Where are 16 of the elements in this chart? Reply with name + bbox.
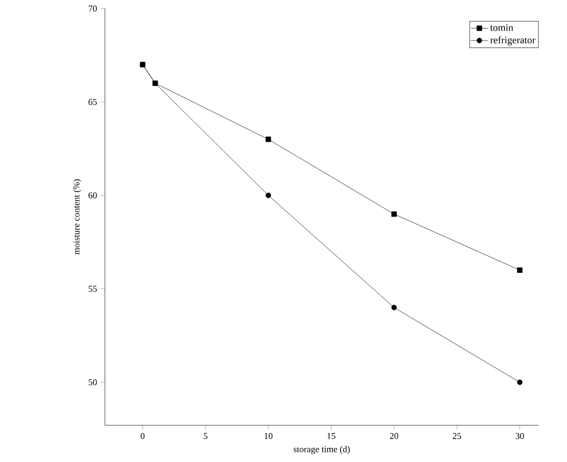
y-tick-label: 55 [88,286,97,292]
y-tick-label: 50 [88,379,97,386]
x-tick-label: 0 [140,432,145,440]
y-tick-label: 65 [88,98,97,105]
x-tick-label: 20 [390,432,398,440]
x-tick-label: 10 [264,432,272,440]
x-tick-label: 5 [204,432,208,439]
legend-label: refrigerator [490,36,536,46]
x-axis-title: storage time (d) [294,446,350,454]
legend-label: tomin [490,24,514,31]
y-tick-label: 70 [88,5,97,12]
x-tick-label: 30 [516,432,524,440]
x-tick-label: 25 [452,432,462,439]
y-axis-title: moisture content (%) [73,179,82,254]
y-tick-label: 60 [88,192,97,198]
x-tick-label: 15 [328,432,336,439]
